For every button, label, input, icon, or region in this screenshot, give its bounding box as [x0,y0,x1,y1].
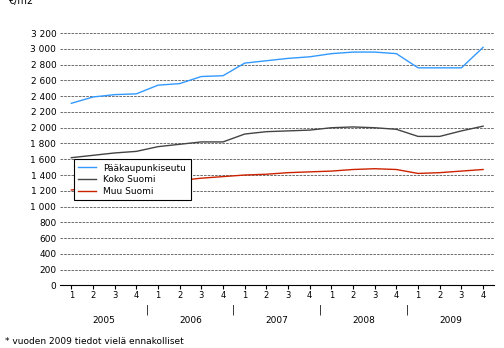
Koko Suomi [415,134,421,139]
Pääkaupunkiseutu [133,92,139,96]
Text: |: | [406,305,409,315]
Muu Suomi [133,182,139,186]
Muu Suomi [306,170,312,174]
Pääkaupunkiseutu [220,74,226,78]
Text: |: | [146,305,149,315]
Muu Suomi [220,174,226,179]
Line: Koko Suomi: Koko Suomi [72,126,483,158]
Line: Pääkaupunkiseutu: Pääkaupunkiseutu [72,47,483,103]
Muu Suomi [350,167,356,172]
Koko Suomi [176,142,182,147]
Koko Suomi [242,132,248,136]
Pääkaupunkiseutu [242,61,248,65]
Muu Suomi [372,167,378,171]
Pääkaupunkiseutu [329,52,335,56]
Muu Suomi [90,185,96,190]
Koko Suomi [285,129,291,133]
Koko Suomi [199,140,205,144]
Pääkaupunkiseutu [436,66,443,70]
Muu Suomi [436,171,443,175]
Koko Suomi [480,124,486,128]
Pääkaupunkiseutu [480,45,486,49]
Koko Suomi [372,126,378,130]
Pääkaupunkiseutu [68,101,75,105]
Text: 2005: 2005 [92,316,115,325]
Pääkaupunkiseutu [155,83,161,87]
Pääkaupunkiseutu [285,56,291,61]
Pääkaupunkiseutu [90,95,96,99]
Muu Suomi [155,180,161,184]
Koko Suomi [350,125,356,129]
Koko Suomi [111,151,117,155]
Line: Muu Suomi: Muu Suomi [72,169,483,190]
Muu Suomi [285,171,291,175]
Text: |: | [319,305,322,315]
Pääkaupunkiseutu [199,74,205,79]
Koko Suomi [220,140,226,144]
Text: * vuoden 2009 tiedot vielä ennakolliset: * vuoden 2009 tiedot vielä ennakolliset [5,337,184,346]
Legend: Pääkaupunkiseutu, Koko Suomi, Muu Suomi: Pääkaupunkiseutu, Koko Suomi, Muu Suomi [74,159,191,200]
Muu Suomi [459,169,465,173]
Pääkaupunkiseutu [264,59,270,63]
Pääkaupunkiseutu [459,66,465,70]
Koko Suomi [329,126,335,130]
Muu Suomi [199,176,205,180]
Koko Suomi [90,153,96,157]
Text: 2008: 2008 [352,316,375,325]
Pääkaupunkiseutu [415,66,421,70]
Muu Suomi [176,179,182,183]
Text: 2006: 2006 [179,316,202,325]
Text: |: | [232,305,235,315]
Koko Suomi [264,129,270,134]
Text: 2007: 2007 [266,316,289,325]
Muu Suomi [393,167,399,172]
Koko Suomi [436,134,443,139]
Muu Suomi [242,173,248,177]
Pääkaupunkiseutu [111,93,117,97]
Pääkaupunkiseutu [176,81,182,86]
Text: €/m2: €/m2 [8,0,33,6]
Koko Suomi [155,144,161,149]
Koko Suomi [459,129,465,133]
Koko Suomi [393,127,399,132]
Muu Suomi [111,183,117,187]
Pääkaupunkiseutu [306,55,312,59]
Muu Suomi [480,167,486,172]
Koko Suomi [68,156,75,160]
Koko Suomi [306,128,312,132]
Text: 2009: 2009 [439,316,462,325]
Muu Suomi [329,169,335,173]
Muu Suomi [415,171,421,175]
Pääkaupunkiseutu [372,50,378,54]
Muu Suomi [264,172,270,176]
Muu Suomi [68,188,75,192]
Pääkaupunkiseutu [393,52,399,56]
Koko Suomi [133,149,139,153]
Pääkaupunkiseutu [350,50,356,54]
